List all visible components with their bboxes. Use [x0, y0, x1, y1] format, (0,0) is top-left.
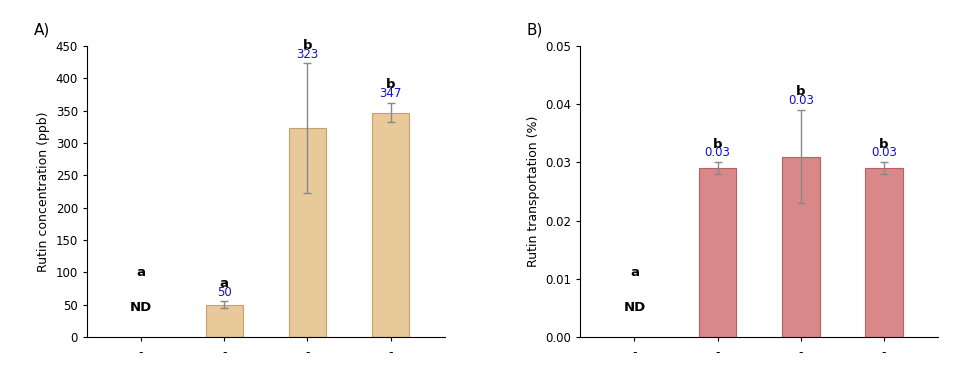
Text: ND: ND	[624, 301, 646, 314]
Text: 323: 323	[296, 47, 318, 61]
Bar	[289, 128, 326, 337]
Text: A): A)	[34, 23, 49, 38]
Text: 0.03: 0.03	[705, 146, 731, 159]
Text: B): B)	[527, 23, 543, 38]
Text: a: a	[220, 277, 229, 290]
Y-axis label: Rutin transportation (%): Rutin transportation (%)	[527, 116, 540, 267]
Bar	[865, 168, 902, 337]
Text: b: b	[879, 138, 889, 151]
Text: a: a	[630, 266, 639, 279]
Bar	[782, 157, 819, 337]
Text: 0.03: 0.03	[871, 146, 896, 159]
Text: b: b	[386, 78, 396, 91]
Text: 0.03: 0.03	[788, 94, 813, 107]
Text: ND: ND	[130, 301, 152, 314]
Bar	[372, 113, 409, 337]
Bar	[206, 305, 243, 337]
Text: 347: 347	[379, 87, 401, 100]
Text: b: b	[303, 39, 312, 52]
Text: 50: 50	[217, 286, 232, 299]
Text: b: b	[796, 85, 806, 98]
Text: b: b	[713, 138, 722, 151]
Text: a: a	[136, 266, 146, 279]
Y-axis label: Rutin concentration (ppb): Rutin concentration (ppb)	[37, 111, 50, 272]
Bar	[699, 168, 736, 337]
